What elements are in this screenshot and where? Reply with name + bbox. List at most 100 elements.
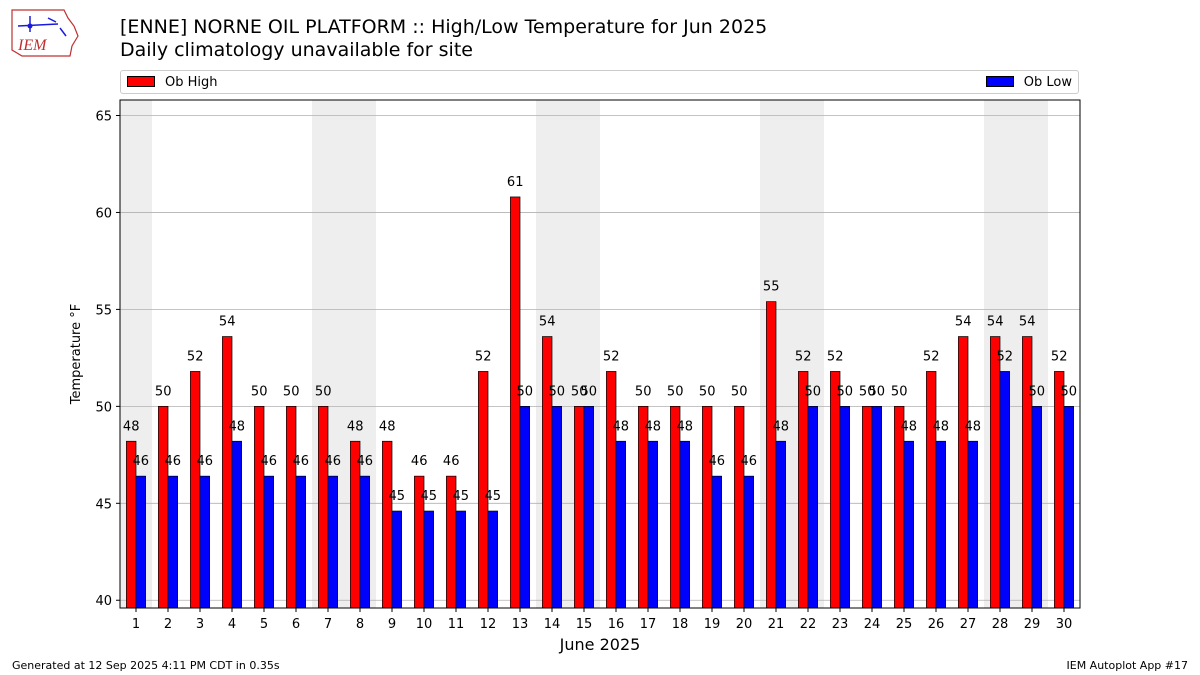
weekend-shade-day-21 [760,100,792,608]
x-tick-label-7: 7 [324,617,332,632]
data-label-low-day-15: 50 [581,384,598,399]
data-label-high-day-16: 52 [603,349,620,364]
data-label-high-day-20: 50 [731,384,748,399]
app-id: IEM Autoplot App #17 [1066,659,1189,672]
bar-low-day-24 [871,406,882,609]
x-tick-label-5: 5 [260,617,268,632]
bar-high-day-25 [894,406,905,609]
bar-high-day-22 [798,371,809,609]
legend-item-high: Ob High [127,75,218,90]
bar-high-day-9 [382,440,393,609]
x-tick-label-22: 22 [800,617,817,632]
y-tick-label-55: 55 [95,303,112,318]
bar-high-day-15 [574,406,585,609]
data-label-high-day-15: 50 [571,384,588,399]
data-label-low-day-22: 50 [805,384,822,399]
bar-high-day-4 [222,336,233,609]
generated-timestamp: Generated at 12 Sep 2025 4:11 PM CDT in … [12,659,280,672]
bar-low-day-29 [1031,406,1042,609]
data-label-high-day-29: 54 [1019,315,1036,330]
data-label-high-day-12: 52 [475,349,492,364]
x-tick-label-26: 26 [928,617,945,632]
x-tick-label-17: 17 [640,617,657,632]
data-label-low-day-26: 48 [933,419,950,434]
data-label-high-day-5: 50 [251,384,268,399]
x-tick-label-14: 14 [544,617,561,632]
bar-low-day-23 [839,406,850,609]
bar-high-day-3 [190,371,201,609]
weekend-shading [120,100,1048,608]
x-tick-label-24: 24 [864,617,881,632]
bar-low-day-21 [775,440,786,609]
data-label-high-day-17: 50 [635,384,652,399]
data-label-low-day-1: 46 [133,454,150,469]
data-label-low-day-23: 50 [837,384,854,399]
bar-high-day-27 [958,336,969,609]
x-tick-label-12: 12 [480,617,497,632]
bar-high-day-23 [830,371,841,609]
weekend-shade-day-1 [120,100,152,608]
data-label-high-day-9: 48 [379,419,396,434]
data-label-low-day-13: 50 [517,384,534,399]
x-tick-label-1: 1 [132,617,140,632]
data-label-low-day-3: 46 [197,454,214,469]
bar-high-day-30 [1054,371,1065,609]
x-tick-label-9: 9 [388,617,396,632]
bars [126,196,1074,609]
data-label-high-day-21: 55 [763,280,780,295]
weekend-shade-day-8 [344,100,376,608]
data-label-low-day-29: 50 [1029,384,1046,399]
bar-high-day-16 [606,371,617,609]
x-tick-label-10: 10 [416,617,433,632]
chart-subtitle: Daily climatology unavailable for site [120,39,473,61]
x-tick-label-6: 6 [292,617,300,632]
data-label-high-day-24: 50 [859,384,876,399]
bar-low-day-10 [423,510,434,609]
legend-swatch-low [985,76,1014,87]
x-tick-label-30: 30 [1056,617,1073,632]
y-tick-label-45: 45 [95,497,112,512]
data-label-high-day-6: 50 [283,384,300,399]
iem-logo: IEM [11,9,79,57]
legend: Ob High Ob Low [120,70,1079,94]
data-label-low-day-30: 50 [1061,384,1078,399]
legend-item-low: Ob Low [985,75,1072,90]
data-label-high-day-4: 54 [219,315,236,330]
bar-high-day-10 [414,475,425,609]
data-label-high-day-8: 48 [347,419,364,434]
x-tick-label-29: 29 [1024,617,1041,632]
y-axis-label: Temperature °F [69,304,84,405]
data-label-low-day-7: 46 [325,454,342,469]
data-label-high-day-23: 52 [827,349,844,364]
data-label-high-day-22: 52 [795,349,812,364]
bar-low-day-9 [391,510,402,609]
bar-low-day-28 [999,371,1010,609]
legend-swatch-high [127,76,155,87]
bar-low-day-6 [295,475,306,609]
x-tick-label-3: 3 [196,617,204,632]
weekend-shade-day-22 [792,100,824,608]
weekend-shade-day-7 [312,100,344,608]
bar-low-day-13 [519,406,530,609]
data-label-low-day-12: 45 [485,489,502,504]
bar-low-day-27 [967,440,978,609]
data-label-low-day-16: 48 [613,419,630,434]
y-tick-label-65: 65 [95,110,112,125]
data-label-high-day-19: 50 [699,384,716,399]
bar-low-day-16 [615,440,626,609]
data-label-high-day-28: 54 [987,315,1004,330]
x-tick-label-25: 25 [896,617,913,632]
data-label-high-day-3: 52 [187,349,204,364]
x-axis-label: June 2025 [559,635,641,654]
data-label-high-day-30: 52 [1051,349,1068,364]
data-label-high-day-11: 46 [443,454,460,469]
x-tick-label-23: 23 [832,617,849,632]
x-tick-label-16: 16 [608,617,625,632]
x-tick-label-20: 20 [736,617,753,632]
bar-high-day-5 [254,406,265,609]
y-gridlines [120,115,1080,601]
bar-low-day-18 [679,440,690,609]
chart-title: [ENNE] NORNE OIL PLATFORM :: High/Low Te… [120,16,768,38]
bar-low-day-4 [231,440,242,609]
